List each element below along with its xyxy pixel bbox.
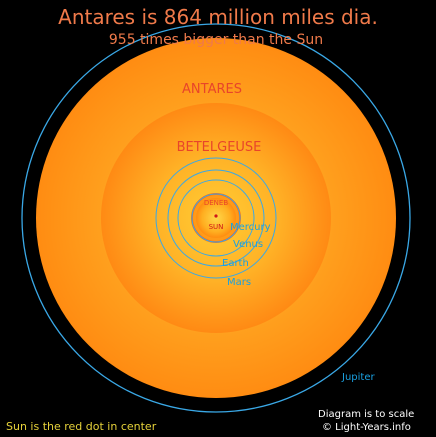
subtitle: 955 times bigger than the Sun: [109, 32, 323, 48]
venus-label: Venus: [233, 239, 263, 250]
deneb-label: DENEB: [204, 199, 228, 207]
mercury-label: Mercury: [230, 222, 271, 233]
jupiter-label: Jupiter: [341, 372, 375, 383]
jupiter-orbit: [21, 23, 411, 413]
earth-orbit: [167, 169, 265, 267]
mars-orbit: [155, 157, 277, 279]
mars-label: Mars: [227, 277, 251, 288]
earth-label: Earth: [222, 258, 249, 269]
footer-note: Sun is the red dot in center: [6, 420, 157, 433]
mercury-orbit: [191, 193, 241, 243]
sun-dot: [214, 214, 218, 218]
deneb-star: [196, 198, 236, 238]
scale-note: Diagram is to scale: [318, 409, 414, 420]
antares-label: ANTARES: [182, 82, 242, 97]
credit-note: © Light-Years.info: [322, 422, 411, 433]
sun-label: SUN: [209, 223, 224, 231]
title: Antares is 864 million miles dia.: [58, 5, 378, 29]
venus-orbit: [177, 179, 255, 257]
betelgeuse-label: BETELGEUSE: [177, 140, 262, 155]
